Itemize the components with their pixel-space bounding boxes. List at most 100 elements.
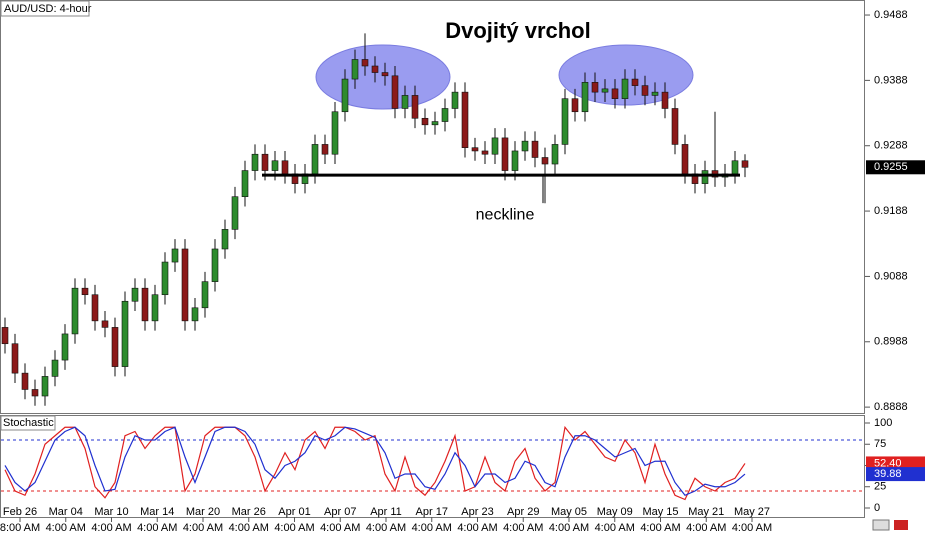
candle-body bbox=[51, 359, 59, 377]
candle-body bbox=[331, 111, 339, 155]
candle-body bbox=[211, 248, 219, 282]
candle-body bbox=[351, 59, 359, 80]
candle-body bbox=[21, 372, 29, 390]
x-tick-date: Mar 20 bbox=[186, 506, 220, 518]
candle-body bbox=[41, 376, 49, 397]
candle-body bbox=[511, 150, 519, 171]
candle-body bbox=[461, 91, 469, 148]
candle-body bbox=[161, 261, 169, 296]
stoch-frame bbox=[0, 415, 865, 518]
x-tick-time: 4:00 AM bbox=[457, 522, 497, 534]
stoch-line bbox=[4, 425, 746, 501]
panel-label-box bbox=[0, 415, 56, 431]
x-tick-date: Apr 29 bbox=[507, 506, 539, 518]
candle-body bbox=[401, 95, 409, 109]
candle-body bbox=[731, 160, 739, 175]
candle-body bbox=[421, 117, 429, 126]
x-tick-time: 4:00 AM bbox=[91, 522, 131, 534]
x-tick-time: 4:00 AM bbox=[595, 522, 635, 534]
x-tick-date: May 05 bbox=[551, 506, 587, 518]
x-tick-time: 4:00 AM bbox=[229, 522, 269, 534]
candle-body bbox=[91, 294, 99, 322]
y-tick-label: 0 bbox=[874, 502, 880, 514]
candle-body bbox=[11, 343, 19, 374]
x-tick-time: 4:00 AM bbox=[137, 522, 177, 534]
candle-body bbox=[261, 153, 269, 171]
x-tick-time: 4:00 AM bbox=[274, 522, 314, 534]
x-tick-time: 4:00 AM bbox=[412, 522, 452, 534]
x-tick-time: 4:00 AM bbox=[503, 522, 543, 534]
candle-body bbox=[611, 88, 619, 99]
value-badge bbox=[866, 467, 925, 482]
candle-body bbox=[741, 160, 749, 168]
candle-body bbox=[551, 144, 559, 165]
candle-body bbox=[1, 327, 9, 345]
candle-body bbox=[581, 82, 589, 113]
candle-body bbox=[371, 65, 379, 73]
candle-body bbox=[201, 281, 209, 309]
chart-title: Dvojitý vrchol bbox=[445, 18, 590, 43]
candle-body bbox=[651, 91, 659, 96]
candle-body bbox=[361, 59, 369, 67]
x-tick-time: 4:00 AM bbox=[686, 522, 726, 534]
candle-body bbox=[481, 150, 489, 155]
x-tick-time: 4:00 AM bbox=[320, 522, 360, 534]
candle-body bbox=[701, 170, 709, 184]
y-tick-label: 0.8888 bbox=[874, 401, 908, 413]
candle-body bbox=[311, 144, 319, 175]
y-tick-label: 0.9488 bbox=[874, 9, 908, 21]
x-tick-time: 8:00 AM bbox=[0, 522, 40, 534]
candle-body bbox=[601, 88, 609, 93]
candle-body bbox=[571, 98, 579, 113]
candle-body bbox=[381, 72, 389, 77]
main-frame bbox=[0, 0, 865, 414]
candle-body bbox=[491, 137, 499, 155]
candle-body bbox=[561, 98, 569, 145]
shift-icon[interactable] bbox=[894, 520, 908, 530]
candle-body bbox=[151, 294, 159, 322]
candle-body bbox=[281, 160, 289, 175]
candle-body bbox=[641, 85, 649, 96]
candle-body bbox=[521, 140, 529, 152]
x-tick-date: Mar 10 bbox=[94, 506, 128, 518]
x-tick-date: Apr 11 bbox=[370, 506, 402, 518]
candle-body bbox=[191, 307, 199, 322]
candle-body bbox=[631, 78, 639, 86]
x-tick-date: Apr 23 bbox=[461, 506, 493, 518]
candle-body bbox=[171, 248, 179, 263]
y-tick-label: 25 bbox=[874, 481, 886, 493]
y-tick-label: 0.8988 bbox=[874, 336, 908, 348]
candle-body bbox=[141, 287, 149, 322]
candle-body bbox=[271, 160, 279, 171]
value-badge bbox=[866, 456, 925, 471]
symbol-box bbox=[0, 0, 90, 17]
y-tick-label: 75 bbox=[874, 438, 886, 450]
x-tick-time: 4:00 AM bbox=[183, 522, 223, 534]
x-tick-date: May 21 bbox=[688, 506, 724, 518]
candle-body bbox=[251, 153, 259, 171]
value-badge-label: 52.40 bbox=[874, 457, 902, 469]
candle-body bbox=[541, 157, 549, 165]
candle-body bbox=[431, 121, 439, 126]
y-tick-label: 0.9288 bbox=[874, 140, 908, 152]
candle-body bbox=[81, 287, 89, 296]
x-tick-date: Apr 01 bbox=[278, 506, 310, 518]
candle-body bbox=[321, 144, 329, 155]
candle-body bbox=[231, 196, 239, 230]
scroll-icon[interactable] bbox=[872, 519, 890, 531]
candle-body bbox=[621, 78, 629, 99]
x-tick-date: Mar 04 bbox=[49, 506, 83, 518]
candle-body bbox=[61, 333, 69, 361]
candle-body bbox=[501, 137, 509, 171]
candle-body bbox=[471, 147, 479, 152]
candle-body bbox=[131, 287, 139, 302]
x-tick-date: May 27 bbox=[734, 506, 770, 518]
y-tick-label: 0.9388 bbox=[874, 74, 908, 86]
price-badge bbox=[866, 160, 925, 175]
x-tick-date: Mar 14 bbox=[140, 506, 174, 518]
neckline-label: neckline bbox=[476, 206, 535, 223]
candle-body bbox=[671, 108, 679, 145]
x-tick-date: Mar 26 bbox=[232, 506, 266, 518]
